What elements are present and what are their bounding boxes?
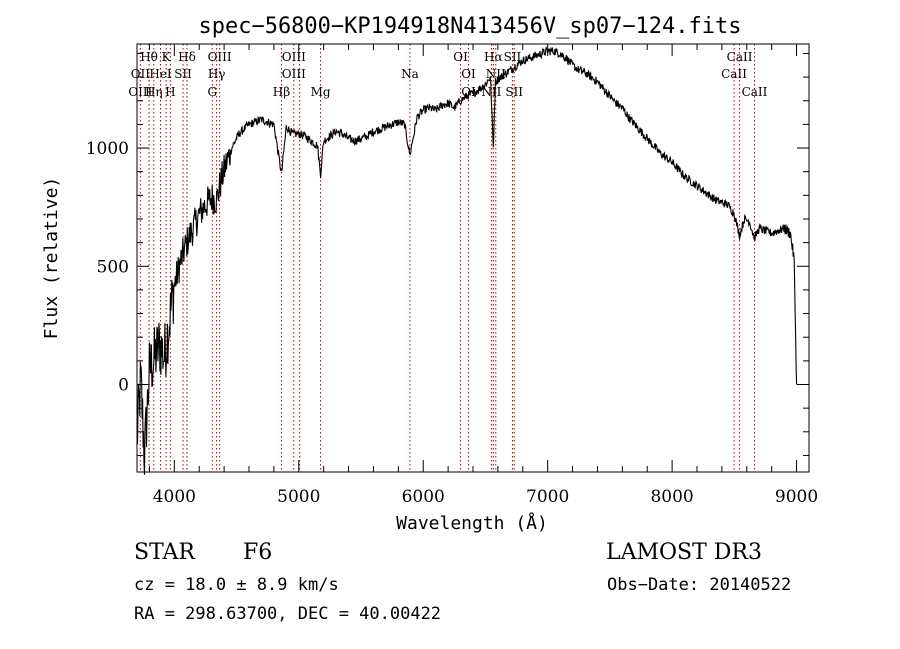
line-label-top-5: OI xyxy=(453,50,468,64)
line-label-top-6: Hα xyxy=(484,50,503,64)
x-tick-label-0: 4000 xyxy=(153,487,196,507)
obs-date: Obs−Date: 20140522 xyxy=(607,575,791,595)
x-tick-label-4: 8000 xyxy=(650,487,693,507)
line-label-low-2: H xyxy=(165,85,175,99)
line-label-mid-3: Hγ xyxy=(208,67,226,81)
line-label-mid-7: OI xyxy=(461,67,476,81)
spectrum-layer xyxy=(136,46,798,475)
line-label-top-0: Hθ xyxy=(140,50,158,64)
line-label-mid-4: OIII xyxy=(282,67,306,81)
line-label-top-1: K xyxy=(162,50,172,64)
line-label-mid-2: SII xyxy=(174,67,192,81)
survey-name: LAMOST DR3 xyxy=(606,540,762,565)
x-tick-label-3: 7000 xyxy=(526,487,569,507)
x-tick-label-5: 9000 xyxy=(775,487,818,507)
line-label-mid-0: OII xyxy=(131,67,151,81)
line-label-top-4: OIII xyxy=(282,50,306,64)
line-label-top-2: Hδ xyxy=(178,50,196,64)
line-label-low-0: OIII xyxy=(128,85,152,99)
line-label-top-8: CaII xyxy=(727,50,753,64)
line-label-low-4: Hβ xyxy=(273,85,290,99)
line-label-top-7: SII xyxy=(504,50,522,64)
line-label-low-8: SII xyxy=(505,85,523,99)
line-label-low-9: CaII xyxy=(742,85,768,99)
object-subclass: F6 xyxy=(243,540,272,565)
x-tick-label-1: 5000 xyxy=(277,487,320,507)
line-label-top-3: OIII xyxy=(208,50,232,64)
x-axis-ticks: 4000 5000 6000 7000 8000 9000 xyxy=(148,44,818,507)
x-tick-label-2: 6000 xyxy=(402,487,445,507)
line-label-low-1: Hη xyxy=(145,85,163,99)
y-axis-label: Flux (relative) xyxy=(41,177,62,340)
line-label-mid-8: CaII xyxy=(721,67,747,81)
line-label-mid-1: HeI xyxy=(149,67,172,81)
y-axis-ticks: 0 500 1000 xyxy=(86,52,809,456)
line-label-mid-5: Na xyxy=(401,67,419,81)
spectrum-line xyxy=(136,46,798,475)
chart-title: spec−56800−KP194918N413456V_sp07−124.fit… xyxy=(198,14,741,39)
line-label-low-5: Mg xyxy=(311,85,331,99)
x-axis-label: Wavelength (Å) xyxy=(396,512,548,534)
y-tick-label-0: 0 xyxy=(118,376,129,396)
y-tick-label-1: 500 xyxy=(97,257,129,277)
y-tick-label-2: 1000 xyxy=(86,139,129,159)
coordinates: RA = 298.63700, DEC = 40.00422 xyxy=(134,604,441,624)
object-class: STAR xyxy=(134,540,196,565)
line-label-low-3: G xyxy=(207,85,217,99)
redshift-cz: cz = 18.0 ± 8.9 km/s xyxy=(134,575,339,595)
